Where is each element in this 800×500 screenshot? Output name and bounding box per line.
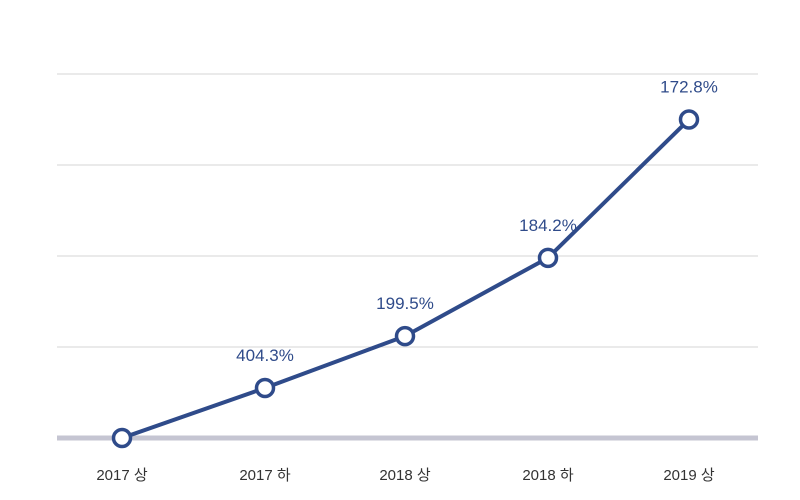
data-point [111, 427, 133, 449]
data-point [678, 109, 700, 130]
data-label: 172.8% [660, 78, 718, 97]
x-tick-label: 2018 하 [522, 467, 574, 484]
x-tick-label: 2018 상 [379, 467, 431, 484]
grid-lines [57, 73, 758, 348]
series-line [121, 118, 691, 440]
data-point [254, 377, 276, 399]
x-tick-label: 2019 상 [663, 467, 715, 484]
data-label: 184.2% [519, 216, 577, 235]
data-label: 404.3% [236, 346, 294, 365]
x-tick-label: 2017 하 [239, 467, 291, 484]
data-point [537, 247, 559, 269]
x-tick-label: 2017 상 [96, 467, 148, 484]
data-points [111, 109, 700, 449]
data-point [394, 325, 416, 347]
data-label: 199.5% [376, 294, 434, 313]
x-tick-labels: 2017 상 2017 하 2018 상 2018 하 2019 상 [96, 467, 715, 484]
data-labels: 404.3% 199.5% 184.2% 172.8% [236, 78, 718, 365]
